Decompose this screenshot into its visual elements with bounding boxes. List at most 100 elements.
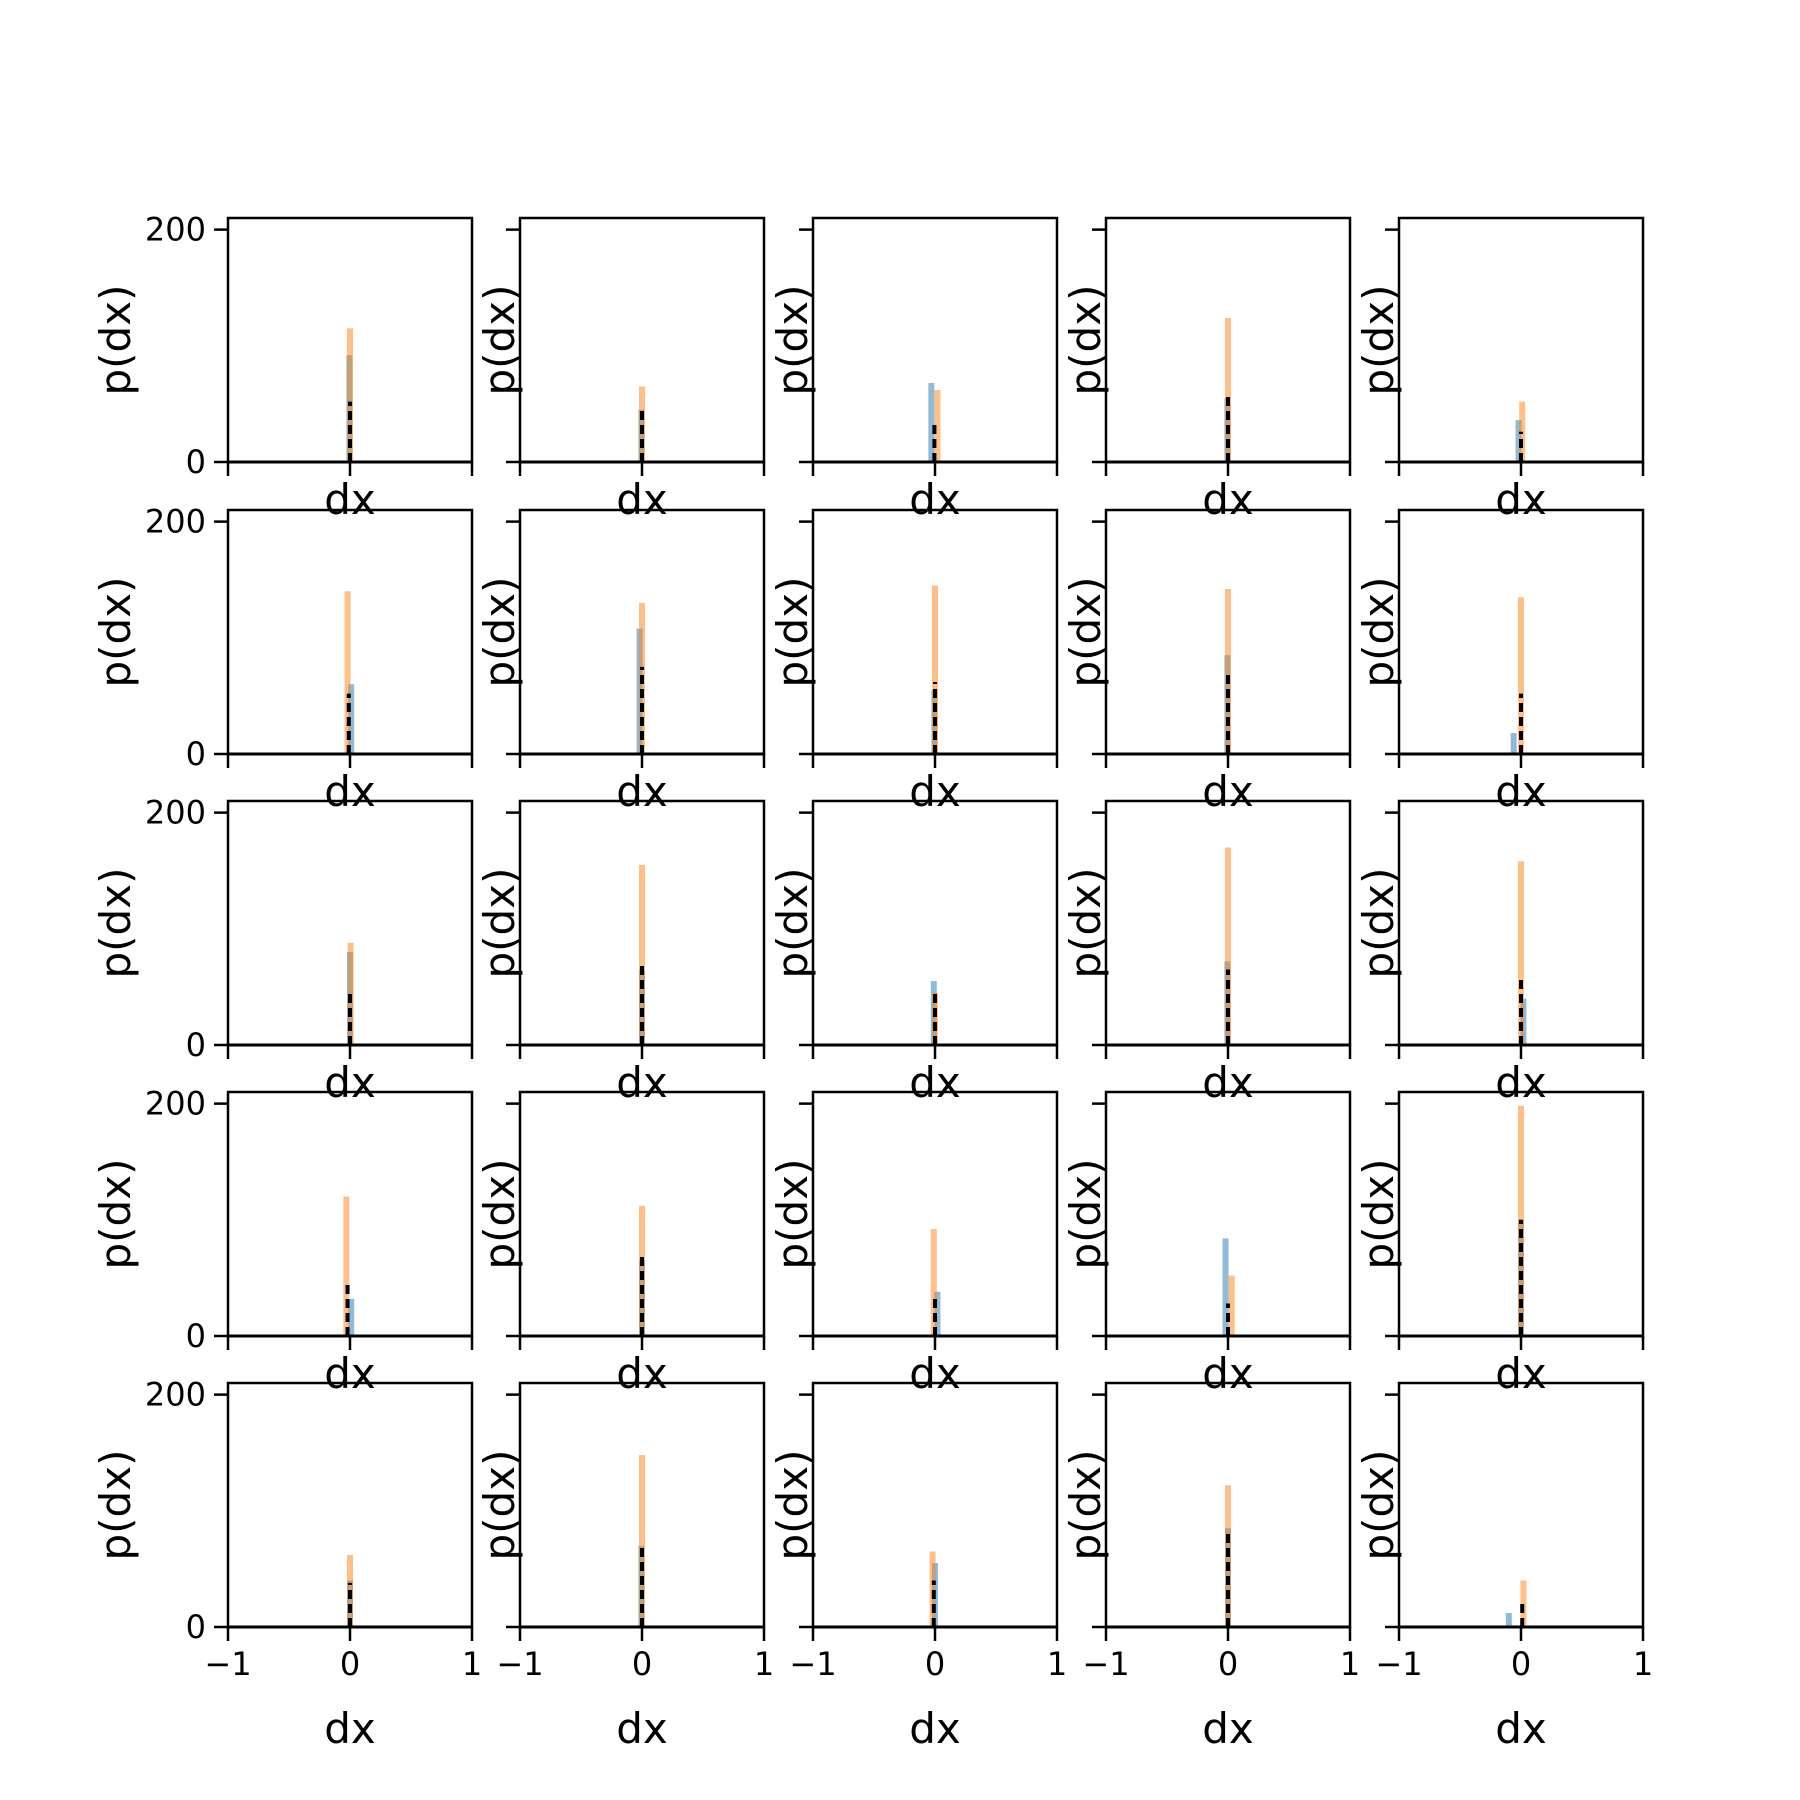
x-axis-label: dx [1202, 1704, 1254, 1753]
subplot-r4-c2: dx p(dx) [475, 1090, 766, 1398]
y-axis-label: p(dx) [1354, 577, 1403, 688]
y-tick-label: 200 [145, 1376, 206, 1414]
x-axis-label: dx [324, 1349, 376, 1398]
orange-histogram-bar [1518, 861, 1524, 1045]
orange-histogram-bar [932, 585, 938, 754]
x-axis-label: dx [616, 475, 668, 524]
y-axis-label: p(dx) [1061, 577, 1110, 688]
x-axis-label: dx [324, 1704, 376, 1753]
y-tick-label: 200 [145, 1085, 206, 1123]
y-axis-label: p(dx) [475, 1450, 524, 1561]
subplot-r4-c3: dx p(dx) [768, 1090, 1059, 1398]
y-axis-label: p(dx) [475, 285, 524, 396]
x-tick-label: −1 [1375, 1645, 1422, 1683]
orange-histogram-bar [934, 389, 941, 462]
subplot-r2-c1: 0 200 dx p(dx) [91, 503, 474, 816]
x-axis-label: dx [909, 767, 961, 816]
orange-histogram-bar [347, 328, 353, 462]
x-axis-label: dx [1202, 767, 1254, 816]
x-tick-label: −1 [496, 1645, 543, 1683]
blue-histogram-bar [1505, 1613, 1512, 1627]
y-axis-label: p(dx) [1061, 285, 1110, 396]
y-tick-label: 0 [186, 443, 206, 481]
orange-histogram-bar [930, 1229, 937, 1336]
y-tick-label: 0 [186, 1317, 206, 1355]
orange-histogram-bar [343, 1196, 350, 1336]
panels-layer: 0200dxp(dx)dxp(dx)dxp(dx)dxp(dx)dxp(dx)0… [91, 211, 1653, 1753]
orange-histogram-bar [344, 591, 351, 754]
x-axis-label: dx [616, 1704, 668, 1753]
x-axis-label: dx [616, 1349, 668, 1398]
y-axis-label: p(dx) [91, 1450, 140, 1561]
x-axis-label: dx [1202, 1349, 1254, 1398]
x-tick-label: 0 [1218, 1645, 1238, 1683]
x-axis-label: dx [324, 475, 376, 524]
orange-histogram-bar [347, 942, 354, 1045]
y-axis-label: p(dx) [768, 1450, 817, 1561]
blue-histogram-bar [1515, 420, 1522, 462]
subplot-r3-c4: dx p(dx) [1061, 799, 1352, 1107]
y-axis-label: p(dx) [91, 285, 140, 396]
x-tick-label: 1 [1340, 1645, 1360, 1683]
subplot-r1-c4: dx p(dx) [1061, 216, 1352, 524]
subplot-r3-c5: dx p(dx) [1354, 799, 1645, 1107]
x-axis-label: dx [324, 767, 376, 816]
y-axis-label: p(dx) [91, 577, 140, 688]
x-tick-label: −1 [204, 1645, 251, 1683]
subplot-r4-c5: dx p(dx) [1354, 1090, 1645, 1398]
x-axis-label: dx [1495, 1704, 1547, 1753]
y-axis-label: p(dx) [768, 577, 817, 688]
x-tick-label: 1 [462, 1645, 482, 1683]
x-axis-label: dx [909, 1058, 961, 1107]
x-axis-label: dx [909, 1349, 961, 1398]
subplot-r5-c3: −1 0 1 dx p(dx) [768, 1381, 1067, 1753]
y-axis-label: p(dx) [475, 868, 524, 979]
orange-histogram-bar [929, 1551, 936, 1627]
y-axis-label: p(dx) [475, 577, 524, 688]
y-tick-label: 200 [145, 794, 206, 832]
x-axis-label: dx [1202, 475, 1254, 524]
x-axis-label: dx [616, 1058, 668, 1107]
orange-histogram-bar [639, 1205, 645, 1336]
orange-histogram-bar [639, 864, 645, 1045]
y-tick-label: 0 [186, 735, 206, 773]
y-tick-label: 200 [145, 503, 206, 541]
subplot-r4-c1: 0 200 dx p(dx) [91, 1085, 474, 1398]
y-axis-label: p(dx) [1061, 868, 1110, 979]
subplot-r5-c4: −1 0 1 dx p(dx) [1061, 1381, 1360, 1753]
blue-histogram-bar [1222, 1238, 1229, 1336]
subplot-r3-c1: 0 200 dx p(dx) [91, 794, 474, 1107]
subplot-r1-c2: dx p(dx) [475, 216, 766, 524]
x-axis-label: dx [616, 767, 668, 816]
y-axis-label: p(dx) [768, 285, 817, 396]
y-tick-label: 0 [186, 1026, 206, 1064]
subplot-r1-c5: dx p(dx) [1354, 216, 1645, 524]
x-tick-label: 0 [1511, 1645, 1531, 1683]
x-axis-label: dx [324, 1058, 376, 1107]
x-axis-label: dx [1202, 1058, 1254, 1107]
y-axis-label: p(dx) [91, 868, 140, 979]
y-axis-label: p(dx) [1061, 1159, 1110, 1270]
subplot-r1-c3: dx p(dx) [768, 216, 1059, 524]
y-axis-label: p(dx) [91, 1159, 140, 1270]
subplot-r2-c4: dx p(dx) [1061, 508, 1352, 816]
y-tick-label: 0 [186, 1608, 206, 1646]
orange-histogram-bar [1225, 847, 1231, 1045]
x-tick-label: 1 [754, 1645, 774, 1683]
x-tick-label: 0 [340, 1645, 360, 1683]
y-axis-label: p(dx) [475, 1159, 524, 1270]
subplot-r3-c2: dx p(dx) [475, 799, 766, 1107]
subplot-r3-c3: dx p(dx) [768, 799, 1059, 1107]
y-axis-label: p(dx) [768, 868, 817, 979]
subplot-r5-c2: −1 0 1 dx p(dx) [475, 1381, 774, 1753]
blue-histogram-bar [1510, 733, 1517, 754]
x-tick-label: 1 [1047, 1645, 1067, 1683]
subplot-r4-c4: dx p(dx) [1061, 1090, 1352, 1398]
x-tick-label: −1 [789, 1645, 836, 1683]
x-axis-label: dx [909, 475, 961, 524]
subplot-r2-c5: dx p(dx) [1354, 508, 1645, 816]
subplot-r5-c5: −1 0 1 dx p(dx) [1354, 1381, 1653, 1753]
subplot-r1-c1: 0 200 dx p(dx) [91, 211, 474, 524]
orange-histogram-bar [1225, 589, 1231, 754]
